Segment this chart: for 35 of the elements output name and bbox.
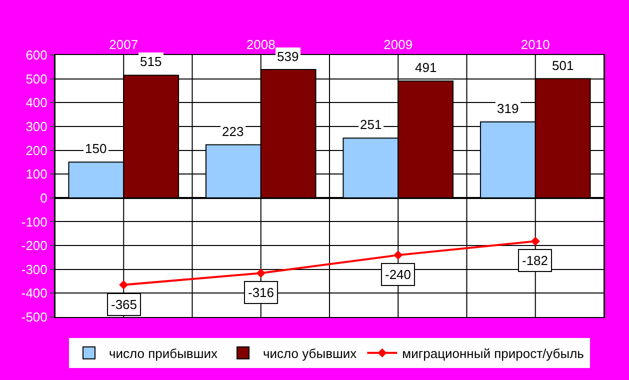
data-label: 515 [140, 54, 162, 69]
legend-label: число прибывших [109, 346, 218, 361]
data-label: 539 [277, 49, 299, 64]
y-tick-label: -400 [21, 286, 48, 301]
data-label: 491 [415, 60, 437, 75]
legend-label: число убывших [263, 346, 358, 361]
data-label: -182 [522, 253, 548, 268]
point [394, 250, 403, 260]
data-label: 319 [497, 101, 519, 116]
y-tick-label: -500 [21, 310, 48, 325]
y-tick-label: 300 [26, 119, 48, 134]
x-tick-label: 2008 [246, 36, 276, 52]
data-label: 251 [360, 117, 382, 132]
y-tick-label: -300 [21, 262, 48, 277]
point [530, 236, 540, 246]
data-label: 150 [85, 141, 107, 156]
y-tick-label: -100 [21, 214, 48, 230]
y-tick-label: 500 [26, 71, 48, 86]
y-tick-label: 100 [26, 166, 48, 182]
y-tick-label: 0 [40, 190, 48, 206]
data-label: -365 [111, 297, 138, 312]
x-tick-label: 2007 [109, 36, 138, 52]
data-label: -240 [385, 267, 412, 282]
y-tick-label: -200 [21, 238, 48, 254]
y-tick-label: 600 [26, 48, 48, 63]
y-tick-label: 400 [26, 95, 48, 110]
point [119, 280, 128, 290]
data-label: 501 [552, 58, 574, 73]
y-tick-label: 200 [26, 142, 48, 158]
data-label: -316 [248, 285, 274, 300]
x-tick-label: 2009 [384, 36, 413, 52]
legend-label: миграционный прирост/убыль [402, 346, 584, 361]
x-tick-label: 2010 [520, 36, 550, 52]
data-label: 223 [222, 124, 244, 139]
point [256, 268, 266, 278]
